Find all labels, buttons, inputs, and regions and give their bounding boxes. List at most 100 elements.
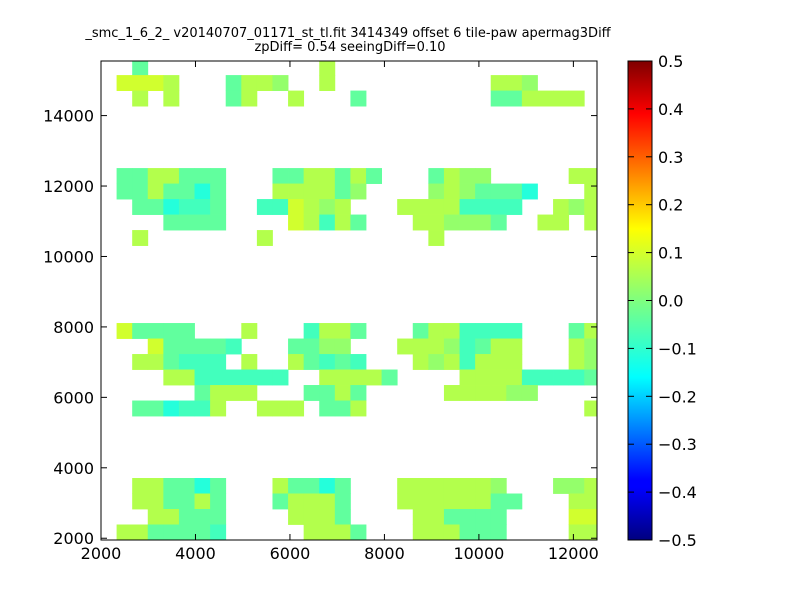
heatmap-cell — [178, 338, 195, 355]
colorbar-tick-label: 0.0 — [658, 292, 683, 311]
heatmap-cell — [334, 400, 351, 417]
y-tick-label: 2000 — [53, 529, 94, 548]
colorbar-tick-label: −0.5 — [658, 531, 697, 550]
heatmap-cell — [443, 168, 460, 184]
plot-frame — [100, 60, 598, 541]
heatmap-cell — [600, 168, 616, 184]
heatmap-cell — [132, 524, 149, 540]
heatmap-cell — [475, 509, 492, 525]
y-tick-label: 6000 — [53, 388, 94, 407]
heatmap-cell — [272, 183, 289, 200]
heatmap-cell — [600, 385, 616, 401]
heatmap-cell — [163, 509, 180, 525]
heatmap-cell — [334, 183, 351, 200]
heatmap-cell — [443, 354, 460, 370]
heatmap-cell — [443, 338, 460, 355]
heatmap-cell — [490, 385, 507, 401]
heatmap-cell — [132, 323, 149, 339]
heatmap-cell — [163, 168, 180, 184]
heatmap-cell — [350, 323, 367, 339]
x-tick-label: 8000 — [364, 544, 405, 563]
heatmap-cell — [584, 478, 597, 494]
heatmap-cell — [584, 354, 597, 370]
heatmap-cell — [490, 199, 507, 215]
heatmap-cell — [350, 183, 367, 200]
heatmap-cell — [163, 493, 180, 510]
heatmap-cell — [537, 369, 554, 386]
heatmap-cell — [412, 323, 429, 339]
heatmap-cell — [319, 385, 336, 401]
heatmap-cell — [443, 478, 460, 494]
heatmap-cell — [163, 338, 180, 355]
heatmap-cell — [178, 354, 195, 370]
heatmap-cell — [553, 369, 570, 386]
colorbar-tick-label: 0.3 — [658, 148, 683, 167]
heatmap-cell — [334, 478, 351, 494]
heatmap-cell — [428, 168, 445, 184]
heatmap-cell — [194, 354, 211, 370]
heatmap-cell — [412, 524, 429, 540]
heatmap-cell — [459, 168, 476, 184]
heatmap-cell — [256, 199, 273, 215]
heatmap-cell — [319, 168, 336, 184]
heatmap-cell — [350, 369, 367, 386]
heatmap-cell — [428, 214, 445, 231]
heatmap-cell — [506, 90, 523, 107]
heatmap-cell — [366, 369, 382, 386]
heatmap-cell — [459, 509, 476, 525]
heatmap-cell — [475, 214, 492, 231]
heatmap-cell — [521, 183, 538, 200]
heatmap-cell — [428, 338, 445, 355]
heatmap-cell — [241, 385, 258, 401]
heatmap-cell — [506, 338, 523, 355]
heatmap-cell — [241, 323, 258, 339]
heatmap-cell — [210, 509, 227, 525]
heatmap-cell — [303, 199, 320, 215]
heatmap-cell — [490, 478, 507, 494]
heatmap-cell — [459, 478, 476, 494]
heatmap-cell — [210, 354, 227, 370]
heatmap-cell — [210, 214, 227, 231]
heatmap-cell — [272, 493, 289, 510]
colorbar-tick-label: −0.2 — [658, 387, 697, 406]
heatmap-cell — [210, 199, 227, 215]
heatmap-cell — [116, 183, 133, 200]
heatmap-cell — [334, 323, 351, 339]
heatmap-cell — [490, 183, 507, 200]
heatmap-cell — [147, 199, 164, 215]
heatmap-cell — [241, 369, 258, 386]
heatmap-cell — [210, 168, 227, 184]
heatmap-cell — [568, 354, 585, 370]
heatmap-cell — [459, 214, 476, 231]
heatmap-cell — [132, 199, 149, 215]
heatmap-cell — [163, 524, 180, 540]
heatmap-cell — [490, 90, 507, 107]
heatmap-cell — [241, 75, 258, 91]
heatmap-cell — [475, 323, 492, 339]
heatmap-cell — [600, 354, 616, 370]
heatmap-cell — [475, 369, 492, 386]
heatmap-cell — [443, 509, 460, 525]
heatmap-cell — [288, 478, 305, 494]
heatmap-cell — [459, 354, 476, 370]
heatmap-cell — [210, 524, 227, 540]
heatmap-cell — [147, 323, 164, 339]
heatmap-cell — [412, 199, 429, 215]
heatmap-cell — [397, 199, 414, 215]
heatmap-cell — [178, 199, 195, 215]
heatmap-cell — [256, 400, 273, 417]
heatmap-cell — [600, 478, 616, 494]
heatmap-cell — [194, 214, 211, 231]
heatmap-cell — [490, 524, 507, 540]
heatmap-cell — [412, 509, 429, 525]
heatmap-cell — [241, 90, 258, 107]
heatmap-cell — [537, 90, 554, 107]
colorbar-tick-label: −0.1 — [658, 339, 697, 358]
heatmap-cell — [600, 230, 616, 246]
heatmap-cell — [163, 183, 180, 200]
heatmap-cell — [475, 168, 492, 184]
heatmap-cell — [459, 323, 476, 339]
heatmap-cell — [272, 75, 289, 91]
heatmap-cell — [428, 493, 445, 510]
heatmap-cell — [490, 75, 507, 91]
